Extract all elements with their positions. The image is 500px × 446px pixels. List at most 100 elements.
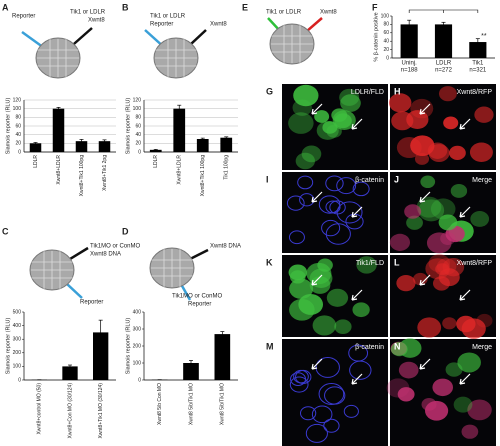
panel-label: G	[266, 86, 273, 96]
bar	[400, 24, 418, 58]
cell	[420, 175, 436, 189]
significance-label: **	[481, 33, 487, 40]
y-tick-label: 100	[133, 106, 142, 112]
bar	[469, 42, 487, 58]
diagram-label: Reporter	[188, 302, 211, 308]
y-tick-label: 60	[383, 30, 389, 36]
micrograph	[388, 84, 496, 170]
y-tick-label: 100	[13, 364, 22, 370]
y-tick-label: 0	[138, 377, 141, 383]
arrow	[311, 274, 323, 286]
cell	[295, 152, 316, 170]
significance-bracket	[408, 9, 479, 13]
panel-label: K	[266, 257, 273, 267]
bar	[214, 334, 231, 380]
micrograph	[282, 255, 388, 337]
arrow	[351, 118, 363, 130]
y-tick-label: 300	[13, 337, 22, 343]
cell	[388, 93, 412, 113]
bar	[75, 141, 88, 152]
x-tick-label: Xwnt8+Tik1 100pg	[79, 155, 85, 197]
panel-label: A	[2, 2, 9, 12]
x-tick-label: Tik1 100pg	[224, 155, 230, 180]
y-tick-label: 100	[133, 360, 142, 366]
cell	[318, 383, 345, 406]
diagram-label: Xwnt8	[88, 18, 105, 24]
cell	[325, 175, 344, 192]
micrograph-caption: β-catenin	[355, 344, 384, 351]
panel-label: E	[242, 2, 248, 12]
cell	[406, 215, 423, 230]
x-tick-label: Xwnt8+LDLR	[56, 155, 62, 185]
cell	[432, 378, 454, 397]
x-tick-label: Xwnt8+control MO (50)	[37, 383, 43, 435]
bar	[149, 149, 162, 152]
cell	[292, 99, 312, 116]
bar	[183, 363, 199, 380]
y-tick-label: 400	[133, 309, 142, 315]
arrow	[459, 206, 471, 218]
x-tick-label: Xwnt8 5ib Con MO	[157, 383, 163, 425]
cell	[326, 288, 349, 307]
cell	[430, 198, 456, 220]
cell	[295, 369, 312, 384]
cell	[340, 94, 361, 112]
bar	[93, 332, 109, 380]
panel-label: N	[394, 341, 401, 351]
panel-label: M	[266, 341, 274, 351]
micrograph-caption: Merge	[472, 344, 492, 351]
cell	[413, 272, 428, 286]
bar	[434, 24, 453, 58]
x-tick-label: LDLR	[153, 155, 159, 168]
y-axis-label: Siamois reporter (RLU)	[5, 318, 11, 375]
y-tick-label: 200	[133, 343, 142, 349]
bar	[220, 137, 233, 152]
bar	[52, 108, 65, 152]
cell	[442, 257, 465, 277]
cell	[312, 315, 337, 336]
y-tick-label: 100	[13, 106, 22, 112]
y-tick-label: 0	[18, 149, 21, 155]
diagram-label: Xwnt8 DNA	[90, 252, 121, 258]
cell	[343, 404, 359, 418]
cell	[467, 399, 492, 421]
cell	[311, 405, 333, 424]
cell	[442, 317, 457, 330]
cell	[286, 195, 305, 211]
panel-label: H	[394, 86, 401, 96]
arrow	[419, 274, 431, 286]
cell	[469, 142, 493, 162]
x-tick-label: Tik1	[472, 61, 484, 67]
cell	[389, 233, 411, 251]
cell	[450, 183, 468, 198]
cell	[421, 397, 437, 411]
y-tick-label: 200	[13, 350, 22, 356]
cell	[314, 110, 330, 123]
y-tick-label: 20	[383, 47, 389, 53]
micrograph	[282, 84, 388, 170]
cell	[305, 423, 328, 443]
y-tick-label: 40	[15, 132, 21, 138]
micrograph	[282, 172, 388, 253]
diagram-label: Tik1 or LDLR	[150, 14, 186, 20]
y-tick-label: 80	[383, 22, 389, 28]
y-tick-label: 120	[133, 97, 142, 103]
cell	[397, 387, 415, 402]
panel-label: L	[394, 257, 400, 267]
micrograph-caption: Merge	[472, 177, 492, 184]
n-label: n=321	[469, 68, 487, 74]
diagram-label: Tik1 or LDLR	[70, 10, 106, 16]
cell	[336, 201, 363, 224]
y-tick-label: 40	[135, 132, 141, 138]
y-tick-label: 60	[135, 123, 141, 129]
panel-label: I	[266, 174, 269, 184]
panel-label: J	[394, 174, 399, 184]
cell	[352, 302, 370, 318]
y-axis-label: Siamois reporter (RLU)	[125, 98, 131, 155]
n-label: n=272	[435, 68, 453, 74]
arrow	[419, 358, 431, 370]
cell	[426, 232, 452, 254]
cell	[300, 406, 317, 421]
micrograph-caption: β-catenin	[355, 177, 384, 184]
y-tick-label: 0	[386, 55, 389, 61]
